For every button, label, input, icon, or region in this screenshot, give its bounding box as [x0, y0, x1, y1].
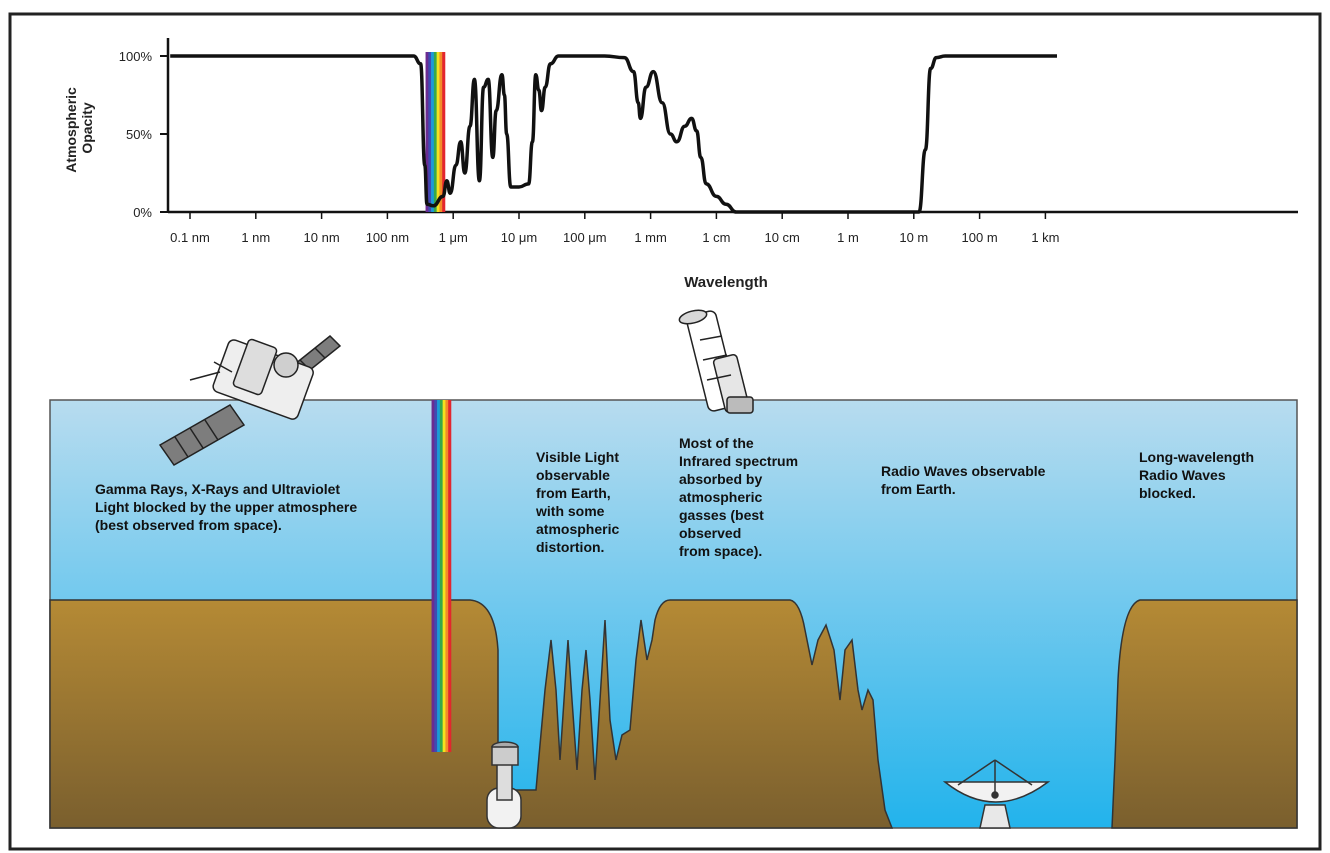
x-tick-label: 0.1 nm	[170, 230, 210, 245]
caption-gamma: Gamma Rays, X-Rays and Ultraviolet Light…	[95, 481, 361, 533]
caption-gamma-line: Light blocked by the upper atmosphere	[95, 499, 357, 515]
x-tick-label: 10 μm	[501, 230, 537, 245]
y-axis-label-line-1: Atmospheric	[63, 87, 79, 173]
spectrum-stripe	[436, 52, 440, 212]
x-tick-label: 1 mm	[634, 230, 667, 245]
x-tick-label: 10 cm	[764, 230, 799, 245]
ground-telescope-icon	[486, 741, 522, 829]
caption-longwave: Long-wavelength Radio Waves blocked.	[1139, 449, 1258, 501]
caption-infrared-line: absorbed by	[679, 471, 762, 487]
caption-longwave-line: Long-wavelength	[1139, 449, 1254, 465]
ground-terrain-right	[1111, 599, 1298, 829]
y-tick-label: 50%	[126, 127, 152, 142]
x-axis-label: Wavelength	[684, 274, 768, 291]
visible-light-beam	[431, 400, 452, 752]
y-tick-label: 100%	[119, 49, 153, 64]
space-telescope-icon	[678, 309, 754, 414]
caption-infrared-line: observed	[679, 525, 741, 541]
x-tick-label: 1 m	[837, 230, 859, 245]
caption-longwave-line: Radio Waves	[1139, 467, 1226, 483]
caption-visible-line: observable	[536, 467, 610, 483]
x-tick-label: 1 nm	[241, 230, 270, 245]
x-tick-label: 100 μm	[563, 230, 607, 245]
radio-dish-icon	[942, 759, 1051, 829]
caption-gamma-line: (best observed from space).	[95, 517, 282, 533]
caption-radio-line: from Earth.	[881, 481, 956, 497]
beam-stripe	[442, 400, 446, 752]
beam-stripe	[448, 400, 452, 752]
x-tick-label: 10 nm	[304, 230, 340, 245]
y-tick-label: 0%	[133, 205, 152, 220]
x-tick-label: 100 m	[962, 230, 998, 245]
caption-visible-line: distortion.	[536, 539, 604, 555]
caption-visible-line: from Earth,	[536, 485, 611, 501]
beam-stripe	[437, 400, 441, 752]
beam-stripe	[434, 400, 438, 752]
caption-visible: Visible Light observable from Earth, wit…	[535, 449, 623, 555]
caption-infrared-line: Most of the	[679, 435, 754, 451]
visible-band-chart	[425, 52, 446, 212]
beam-stripe	[439, 400, 443, 752]
caption-infrared-line: atmospheric	[679, 489, 762, 505]
caption-infrared: Most of the Infrared spectrum absorbed b…	[679, 435, 802, 559]
caption-visible-line: atmospheric	[536, 521, 619, 537]
caption-longwave-line: blocked.	[1139, 485, 1196, 501]
caption-visible-line: with some	[535, 503, 605, 519]
caption-radio-line: Radio Waves observable	[881, 463, 1046, 479]
opacity-curve	[170, 54, 1057, 214]
y-axis-label: Atmospheric Opacity	[63, 83, 95, 172]
y-axis-label-line-2: Opacity	[79, 102, 95, 154]
x-tick-label: 100 nm	[366, 230, 409, 245]
caption-infrared-line: from space).	[679, 543, 762, 559]
spectrum-stripe	[442, 52, 446, 212]
spectrum-stripe	[433, 52, 437, 212]
spectrum-stripe	[431, 52, 435, 212]
ground-terrain	[49, 599, 894, 829]
atmosphere-illustration: Gamma Rays, X-Rays and Ultraviolet Light…	[49, 309, 1298, 829]
spectrum-stripe	[439, 52, 443, 212]
x-tick-label: 1 km	[1031, 230, 1059, 245]
spectrum-stripe	[425, 52, 429, 212]
x-tick-label: 1 μm	[439, 230, 468, 245]
beam-stripe	[445, 400, 449, 752]
x-tick-label: 1 cm	[702, 230, 730, 245]
solar-panel-lower	[158, 404, 246, 466]
satellite-icon	[158, 334, 342, 466]
caption-radio: Radio Waves observable from Earth.	[881, 463, 1049, 497]
caption-infrared-line: Infrared spectrum	[679, 453, 798, 469]
caption-gamma-line: Gamma Rays, X-Rays and Ultraviolet	[95, 481, 340, 497]
caption-infrared-line: gasses (best	[679, 507, 764, 523]
opacity-chart: 0% 50% 100% 0.1 nm 1 nm 10 nm 100 nm 1 μm 10 μm…	[63, 38, 1298, 291]
spectrum-stripe	[428, 52, 432, 212]
beam-stripe	[431, 400, 435, 752]
x-tick-label: 10 m	[899, 230, 928, 245]
caption-visible-line: Visible Light	[536, 449, 619, 465]
